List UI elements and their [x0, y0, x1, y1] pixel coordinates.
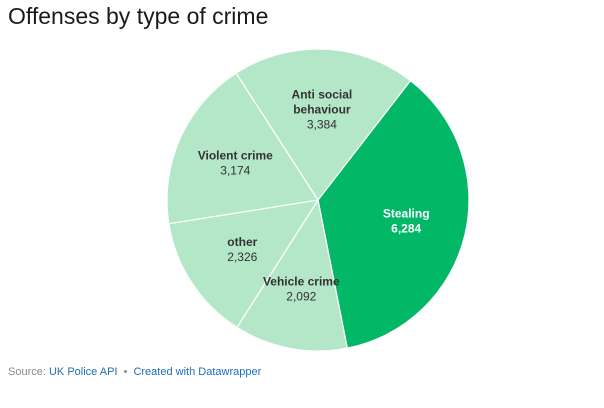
slice-label-violent-crime: Violent crime 3,174 [198, 149, 273, 178]
slice-label-other: other 2,326 [227, 235, 257, 264]
slice-name: Stealing [383, 206, 430, 220]
slice-name: behaviour [293, 103, 351, 117]
slice-label-vehicle-crime: Vehicle crime 2,092 [263, 275, 340, 304]
pie-slice-violent-crime [166, 72, 320, 225]
pie-slice-anti-social-behaviour [235, 48, 412, 202]
source-link[interactable]: UK Police API [48, 366, 118, 378]
slice-name: Vehicle crime [263, 275, 340, 289]
pie-slice-stealing [317, 79, 470, 349]
source-prefix: Source: [8, 366, 46, 378]
slice-label-anti-social-behaviour: Anti social behaviour 3,384 [292, 88, 353, 132]
pie-slice-other [168, 199, 320, 329]
slice-value: 6,284 [391, 221, 421, 235]
slice-value: 2,092 [286, 290, 316, 304]
slice-label-stealing: Stealing 6,284 [383, 206, 430, 235]
chart-footer: Source: UK Police API • Created with Dat… [8, 366, 261, 378]
footer-separator: • [123, 366, 128, 378]
slice-value: 3,174 [220, 164, 250, 178]
slice-name: Anti social [292, 88, 353, 102]
slice-name: Violent crime [198, 149, 273, 163]
pie-slice-vehicle-crime [236, 198, 348, 352]
slice-value: 2,326 [227, 250, 257, 264]
slice-value: 3,384 [307, 118, 337, 132]
datawrapper-credit-link[interactable]: Created with Datawrapper [133, 366, 262, 378]
pie-slices [166, 48, 470, 352]
chart-title: Offenses by type of crime [8, 3, 269, 29]
slice-name: other [227, 235, 257, 249]
